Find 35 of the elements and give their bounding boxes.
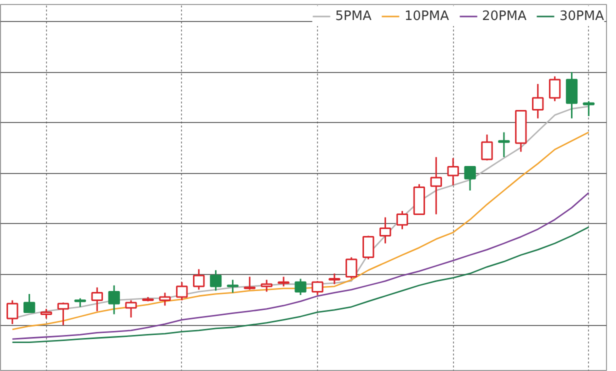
legend-label: 20PMA (482, 8, 526, 24)
candlestick (278, 276, 290, 288)
candlestick (464, 166, 476, 192)
candlestick (481, 134, 493, 162)
candlestick (396, 210, 408, 230)
candlestick (108, 284, 120, 315)
candlestick (159, 292, 171, 306)
candlestick (260, 279, 272, 292)
candlestick (430, 156, 442, 216)
candlestick (125, 300, 137, 318)
candlestick (210, 269, 222, 292)
candlestick (532, 83, 544, 120)
candlestick (23, 293, 36, 313)
candlestick (226, 279, 239, 294)
candlestick (57, 302, 70, 326)
candlestick (498, 132, 510, 158)
legend-label: 30PMA (560, 8, 604, 24)
candlestick (346, 256, 358, 280)
candlestick (192, 268, 205, 290)
candlestick (447, 157, 459, 186)
candlestick (548, 76, 561, 102)
candlestick (379, 216, 392, 244)
candlestick (582, 100, 595, 117)
legend-label: 5PMA (335, 8, 372, 24)
legend-label: 10PMA (404, 8, 449, 24)
candlestick (566, 71, 578, 120)
candlestick (40, 308, 52, 320)
candlestick (294, 278, 306, 296)
candlestick (244, 276, 256, 290)
candlestick (328, 272, 340, 285)
candlestick (312, 280, 324, 296)
candlestick (362, 235, 374, 260)
candlestick (176, 281, 188, 302)
candlestick (91, 286, 103, 312)
candlestick (6, 300, 18, 325)
